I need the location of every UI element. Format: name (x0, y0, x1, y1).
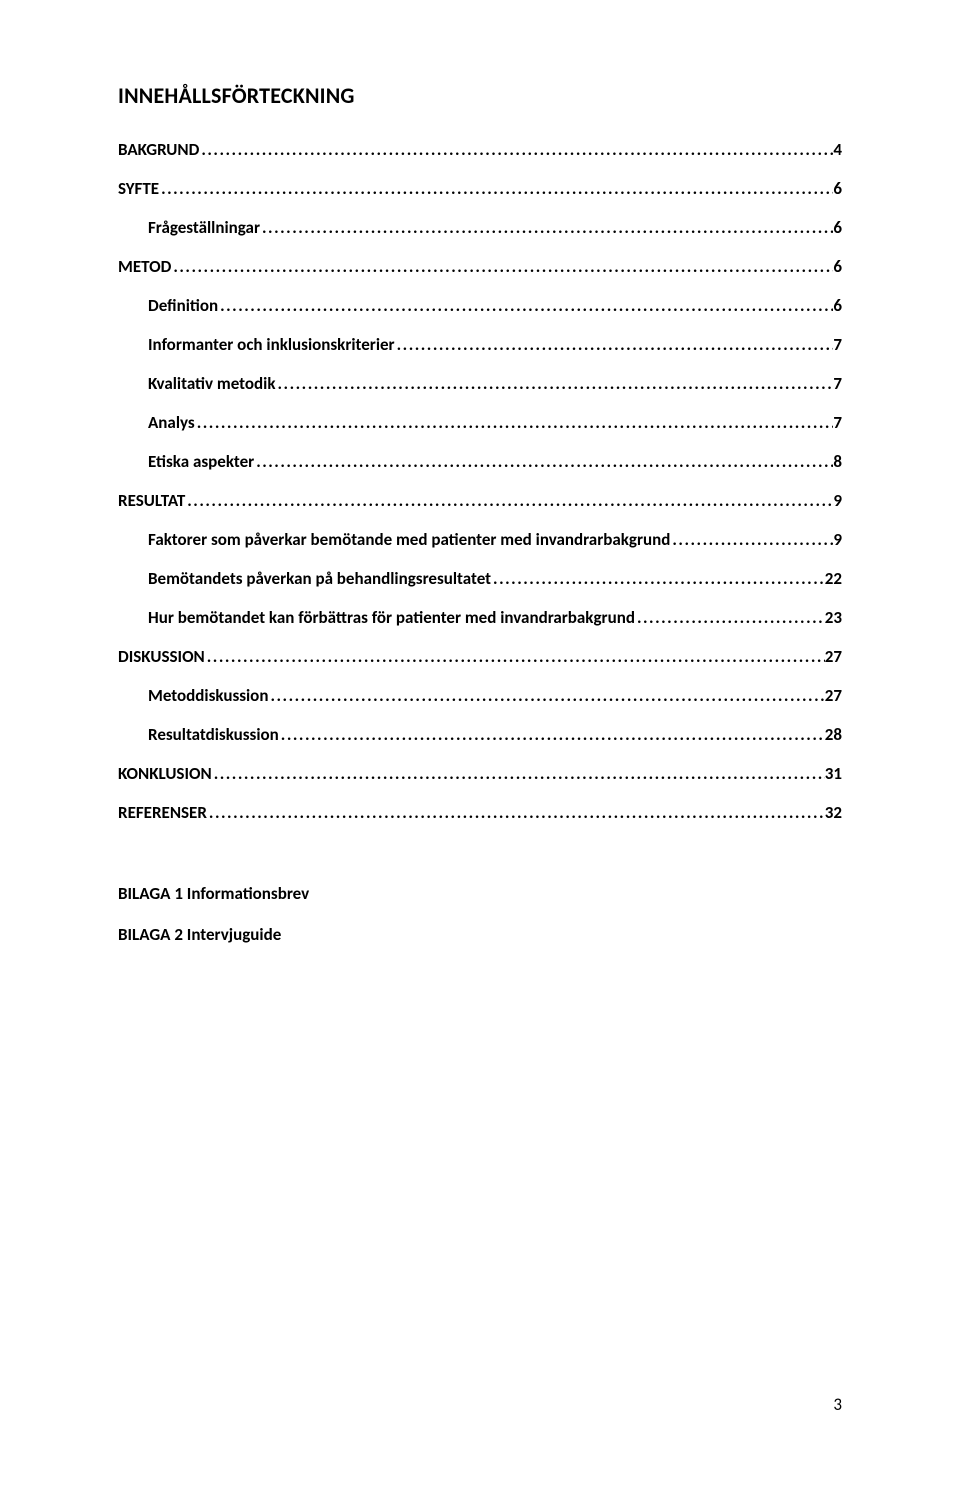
toc-leader-dots: ........................................… (491, 568, 825, 589)
toc-entry: Hur bemötandet kan förbättras för patien… (118, 607, 842, 628)
appendix-block: BILAGA 1 Informationsbrev BILAGA 2 Interv… (118, 883, 842, 945)
toc-entry: Frågeställningar........................… (118, 217, 842, 238)
toc-leader-dots: ........................................… (279, 724, 825, 745)
toc-page-number: 7 (833, 373, 842, 394)
toc-leader-dots: ........................................… (195, 412, 834, 433)
toc-label: Bemötandets påverkan på behandlingsresul… (148, 568, 491, 589)
toc-leader-dots: ........................................… (635, 607, 825, 628)
toc-leader-dots: ........................................… (212, 763, 825, 784)
toc-entry: BAKGRUND................................… (118, 139, 842, 160)
toc-page-number: 7 (833, 412, 842, 433)
toc-entry: Informanter och inklusionskriterier.....… (118, 334, 842, 355)
toc-entry: Resultatdiskussion......................… (118, 724, 842, 745)
toc-label: KONKLUSION (118, 763, 212, 784)
toc-page-number: 6 (833, 178, 842, 199)
toc-entry: REFERENSER..............................… (118, 802, 842, 823)
toc-entry: Faktorer som påverkar bemötande med pati… (118, 529, 842, 550)
toc-leader-dots: ........................................… (171, 256, 833, 277)
toc-title: INNEHÅLLSFÖRTECKNING (118, 82, 842, 109)
toc-page-number: 4 (833, 139, 842, 160)
toc-leader-dots: ........................................… (218, 295, 833, 316)
page-number: 3 (833, 1394, 842, 1415)
appendix-line: BILAGA 2 Intervjuguide (118, 924, 842, 945)
toc-page-number: 28 (825, 724, 842, 745)
toc-entry: METOD...................................… (118, 256, 842, 277)
toc-label: Etiska aspekter (148, 451, 254, 472)
toc-label: Resultatdiskussion (148, 724, 279, 745)
toc-page-number: 6 (833, 295, 842, 316)
toc-label: DISKUSSION (118, 646, 205, 667)
toc-page-number: 9 (833, 529, 842, 550)
toc-list: BAKGRUND................................… (118, 139, 842, 823)
toc-leader-dots: ........................................… (199, 139, 833, 160)
toc-label: Faktorer som påverkar bemötande med pati… (148, 529, 670, 550)
toc-leader-dots: ........................................… (207, 802, 825, 823)
toc-entry: Etiska aspekter.........................… (118, 451, 842, 472)
toc-entry: Analys..................................… (118, 412, 842, 433)
toc-label: Kvalitativ metodik (148, 373, 276, 394)
toc-entry: DISKUSSION..............................… (118, 646, 842, 667)
toc-page-number: 6 (833, 217, 842, 238)
toc-label: Metoddiskussion (148, 685, 268, 706)
toc-page-number: 9 (833, 490, 842, 511)
toc-label: BAKGRUND (118, 139, 199, 160)
toc-leader-dots: ........................................… (395, 334, 834, 355)
toc-page-number: 23 (825, 607, 842, 628)
toc-entry: RESULTAT................................… (118, 490, 842, 511)
toc-leader-dots: ........................................… (254, 451, 833, 472)
toc-leader-dots: ........................................… (205, 646, 825, 667)
toc-entry: Definition..............................… (118, 295, 842, 316)
toc-leader-dots: ........................................… (276, 373, 834, 394)
toc-page-number: 7 (833, 334, 842, 355)
toc-leader-dots: ........................................… (185, 490, 833, 511)
toc-entry: KONKLUSION..............................… (118, 763, 842, 784)
toc-label: Hur bemötandet kan förbättras för patien… (148, 607, 635, 628)
toc-leader-dots: ........................................… (670, 529, 833, 550)
toc-entry: Bemötandets påverkan på behandlingsresul… (118, 568, 842, 589)
toc-label: Frågeställningar (148, 217, 260, 238)
toc-leader-dots: ........................................… (159, 178, 833, 199)
toc-page-number: 6 (833, 256, 842, 277)
page-content: INNEHÅLLSFÖRTECKNING BAKGRUND...........… (0, 0, 960, 945)
toc-leader-dots: ........................................… (268, 685, 824, 706)
toc-page-number: 22 (825, 568, 842, 589)
appendix-line: BILAGA 1 Informationsbrev (118, 883, 842, 904)
toc-page-number: 32 (825, 802, 842, 823)
toc-label: REFERENSER (118, 802, 207, 823)
toc-page-number: 27 (825, 685, 842, 706)
toc-label: Informanter och inklusionskriterier (148, 334, 395, 355)
toc-page-number: 31 (825, 763, 842, 784)
toc-entry: Metoddiskussion.........................… (118, 685, 842, 706)
toc-entry: Kvalitativ metodik......................… (118, 373, 842, 394)
toc-label: RESULTAT (118, 490, 185, 511)
toc-label: METOD (118, 256, 171, 277)
toc-leader-dots: ........................................… (260, 217, 833, 238)
toc-label: SYFTE (118, 178, 159, 199)
toc-entry: SYFTE...................................… (118, 178, 842, 199)
toc-page-number: 8 (833, 451, 842, 472)
toc-label: Definition (148, 295, 218, 316)
toc-page-number: 27 (825, 646, 842, 667)
toc-label: Analys (148, 412, 195, 433)
